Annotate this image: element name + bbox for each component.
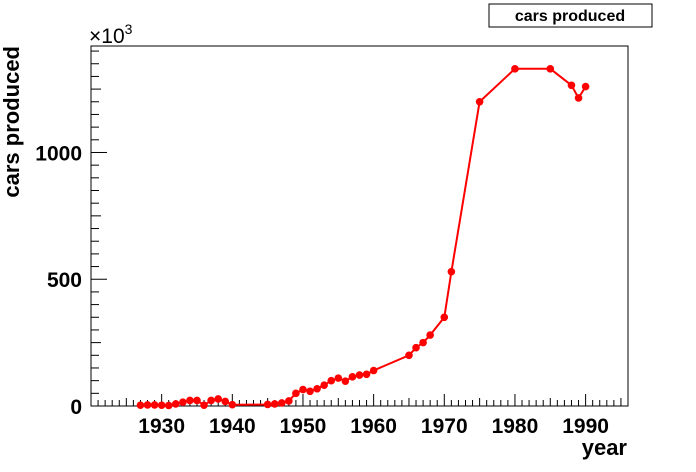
y-multiplier: ×103 — [89, 21, 133, 48]
data-point — [150, 401, 159, 409]
data-point — [164, 401, 173, 410]
data-point — [447, 267, 456, 276]
data-point — [143, 401, 152, 409]
y-multiplier-exponent: 3 — [125, 21, 133, 37]
y-axis-title: cars produced — [0, 46, 24, 198]
data-point — [440, 313, 449, 322]
data-point — [327, 376, 336, 385]
x-tick-label: 1930 — [138, 415, 185, 438]
data-point — [292, 389, 300, 398]
data-point — [334, 374, 343, 382]
x-tick-label: 1970 — [421, 415, 468, 438]
data-point — [270, 400, 279, 408]
x-tick-label: 1960 — [350, 415, 397, 438]
legend-box — [488, 3, 653, 28]
x-axis-title: year — [582, 435, 628, 460]
data-point — [277, 399, 286, 407]
series-line — [140, 67, 587, 407]
data-point — [193, 396, 201, 405]
data-point — [285, 397, 293, 405]
y-tick-label: 0 — [70, 396, 82, 419]
x-tick-label: 1950 — [280, 415, 327, 438]
series-layer — [136, 65, 590, 410]
data-point — [157, 401, 166, 410]
data-point — [355, 371, 364, 379]
legend-label: cars produced — [515, 8, 625, 25]
data-point — [200, 401, 208, 410]
data-point — [313, 384, 321, 393]
data-point — [221, 397, 230, 406]
x-tick-label: 1980 — [492, 415, 539, 438]
data-point — [405, 351, 413, 360]
data-point — [136, 401, 145, 410]
data-point — [171, 400, 180, 408]
data-point — [475, 97, 484, 106]
x-axis: 1930 1940 1950 1960 1970 1980 1990 — [90, 394, 629, 438]
data-point — [186, 396, 194, 405]
data-point — [546, 65, 555, 73]
plot-frame — [90, 45, 629, 407]
data-point — [426, 331, 434, 339]
data-point — [263, 400, 272, 409]
y-multiplier-base: ×10 — [89, 25, 125, 48]
data-point — [567, 81, 576, 90]
data-point — [511, 65, 519, 73]
data-point — [419, 338, 427, 347]
x-tick-label: 1990 — [562, 415, 609, 438]
data-point — [299, 385, 307, 394]
y-axis: 0 500 1000 — [35, 50, 107, 419]
legend: cars produced — [488, 3, 653, 28]
data-point — [320, 381, 328, 390]
data-point — [362, 370, 371, 379]
data-point — [412, 343, 420, 352]
data-point — [369, 366, 378, 375]
data-point — [228, 400, 237, 409]
data-point — [348, 373, 357, 381]
data-point — [306, 387, 314, 396]
data-point — [179, 398, 187, 406]
data-point — [341, 377, 350, 385]
x-tick-label: 1940 — [209, 415, 256, 438]
data-point — [581, 82, 590, 91]
y-tick-label: 1000 — [35, 142, 82, 165]
y-tick-label: 500 — [47, 269, 82, 292]
data-point — [214, 395, 222, 403]
data-point — [207, 396, 215, 405]
data-point — [574, 94, 583, 102]
